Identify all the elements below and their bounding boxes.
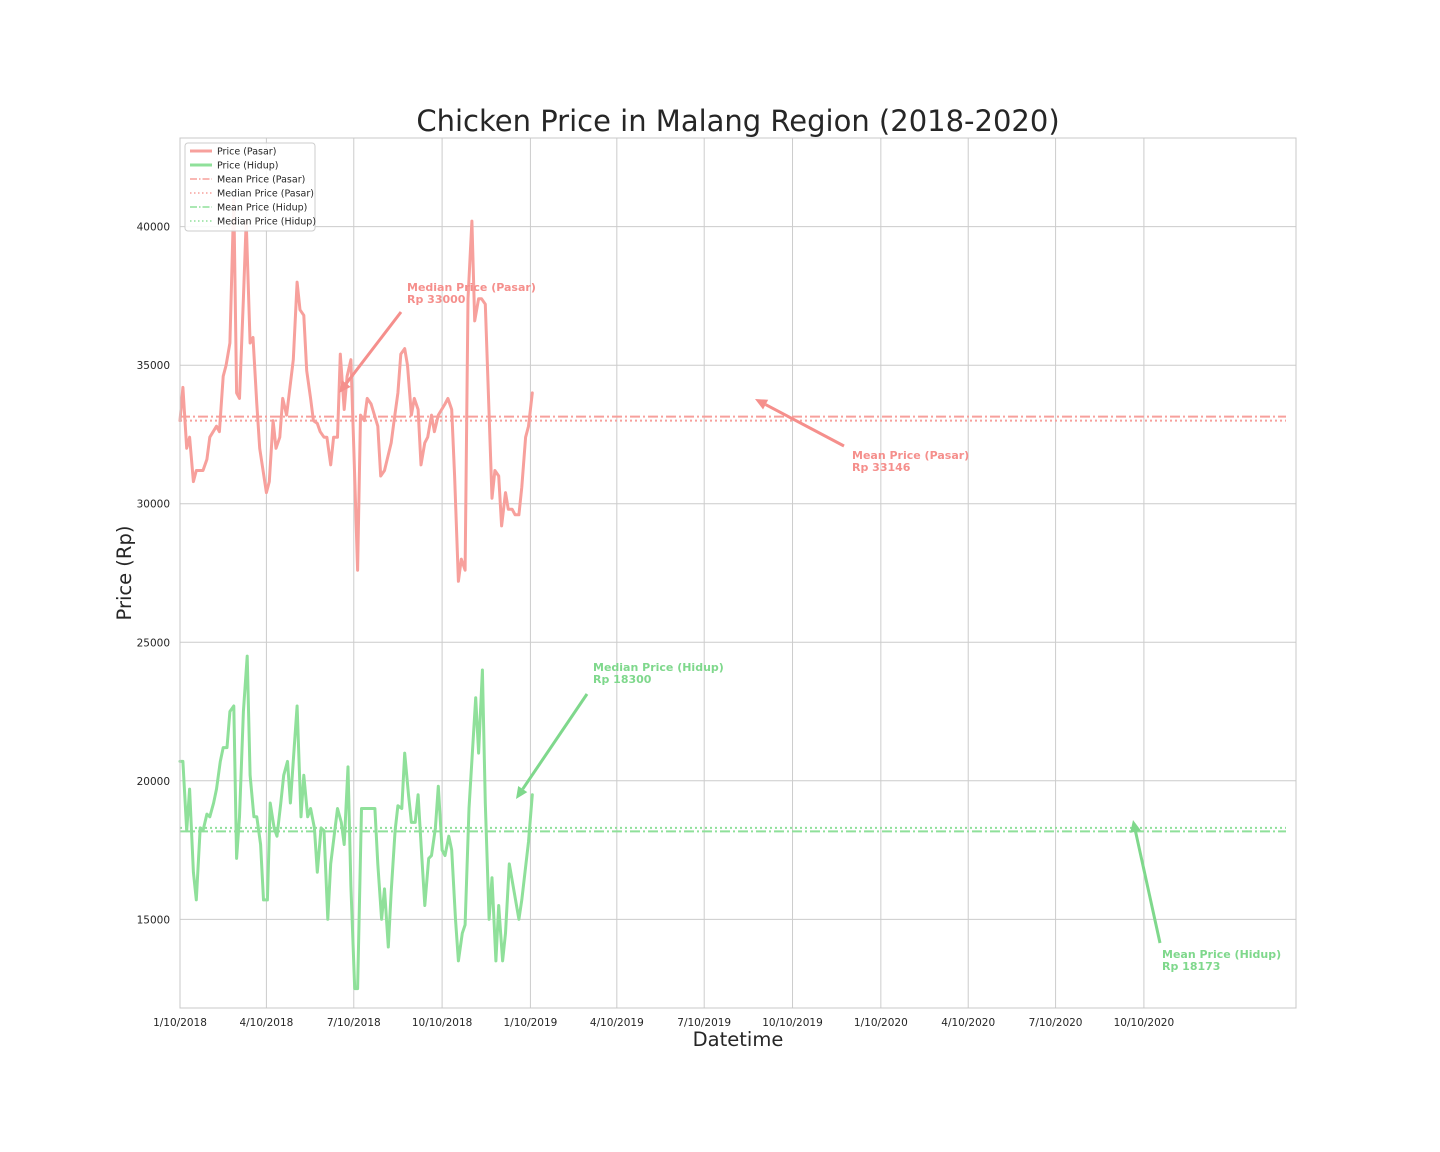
legend-label: Price (Pasar) — [217, 147, 276, 158]
annotation-arrowhead — [339, 380, 351, 393]
x-tick-label: 4/10/2020 — [941, 1017, 995, 1029]
annotation-value: Rp 18300 — [593, 673, 652, 686]
y-tick-label: 15000 — [137, 914, 170, 926]
annotation-arrow — [764, 403, 845, 448]
grid-lines — [179, 138, 1296, 1008]
annotation-value: Rp 33146 — [852, 461, 911, 474]
legend-box — [184, 142, 316, 232]
x-tick-label: 4/10/2018 — [239, 1017, 293, 1029]
legend-label: Price (Hidup) — [217, 161, 278, 172]
series-line — [178, 654, 534, 991]
x-tick-label: 1/10/2020 — [854, 1017, 908, 1029]
x-tick-label: 7/10/2018 — [327, 1017, 381, 1029]
x-tick-label: 10/10/2018 — [412, 1017, 473, 1029]
series-lines — [178, 197, 534, 991]
annotation-label: Median Price (Hidup) — [593, 661, 724, 674]
chart-title: Chicken Price in Malang Region (2018-202… — [416, 104, 1059, 138]
x-tick-label: 1/10/2019 — [504, 1017, 558, 1029]
y-tick-label: 30000 — [137, 499, 170, 511]
plot-background — [180, 138, 1296, 1008]
legend-label: Mean Price (Pasar) — [217, 175, 305, 186]
legend: Price (Pasar) Price (Hidup) Mean Price (Pa… — [184, 142, 316, 232]
x-tick-label: 7/10/2020 — [1029, 1017, 1083, 1029]
series-line — [178, 197, 534, 583]
annotations: Median Price (Pasar)Rp 33000 Mean Price (… — [339, 281, 1281, 973]
y-tick-label: 25000 — [137, 637, 170, 649]
x-tick-label: 1/10/2018 — [153, 1017, 207, 1029]
annotation-label: Median Price (Pasar) — [407, 281, 536, 294]
annotation-value: Rp 33000 — [407, 293, 466, 306]
annotation-label: Mean Price (Pasar) — [852, 449, 969, 462]
annotation-arrow — [521, 693, 589, 790]
annotation-arrow — [345, 311, 403, 385]
x-tick-label: 10/10/2019 — [762, 1017, 823, 1029]
annotation-arrowhead — [755, 399, 769, 410]
legend-label: Median Price (Hidup) — [217, 217, 316, 228]
annotation-label: Mean Price (Hidup) — [1162, 948, 1281, 961]
annotation-arrowhead — [1130, 820, 1141, 833]
legend-label: Median Price (Pasar) — [217, 189, 314, 200]
y-tick-label: 20000 — [137, 776, 170, 788]
y-axis-label: Price (Rp) — [113, 526, 136, 621]
x-tick-labels: 1/10/2018 4/10/2018 7/10/2018 10/10/2018 1/1… — [153, 1017, 1174, 1029]
y-tick-label: 35000 — [137, 360, 170, 372]
x-tick-label: 4/10/2019 — [590, 1017, 644, 1029]
annotation-arrowhead — [516, 785, 528, 799]
legend-label: Mean Price (Hidup) — [217, 203, 307, 214]
annotation-arrow — [1134, 831, 1162, 944]
x-axis-label: Datetime — [693, 1028, 784, 1051]
x-tick-label: 10/10/2020 — [1114, 1017, 1175, 1029]
annotation-value: Rp 18173 — [1162, 960, 1220, 973]
y-tick-label: 40000 — [137, 222, 170, 234]
plot-frame — [179, 137, 1297, 1009]
y-tick-labels: 15000 20000 25000 30000 35000 40000 — [137, 222, 170, 927]
x-tick-label: 7/10/2019 — [677, 1017, 731, 1029]
